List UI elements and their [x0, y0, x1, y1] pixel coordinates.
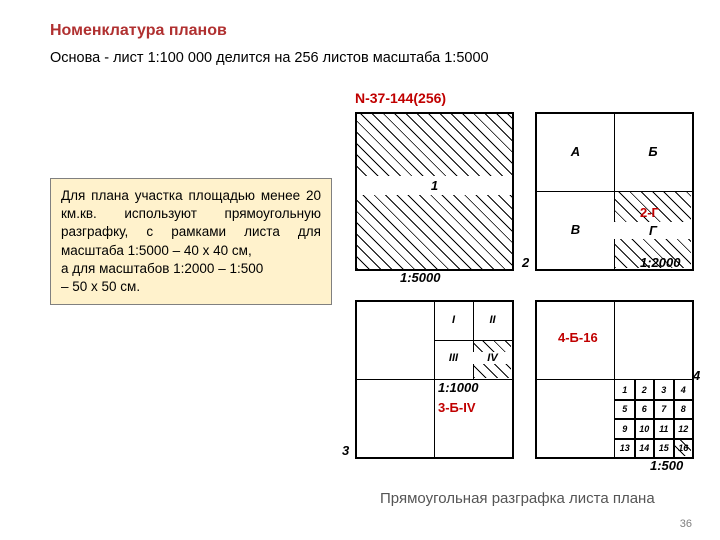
panel-2-q-v: В: [537, 222, 614, 237]
panel-1-scale: 1:5000: [400, 270, 440, 285]
main-nomenclature-label: N-37-144(256): [355, 90, 446, 106]
panel-3-sub-1: I: [434, 314, 473, 326]
panel-2-q-a: А: [537, 144, 614, 159]
panel-2-scale: 1:2000: [640, 255, 680, 270]
grid-cell: 7: [653, 399, 675, 421]
panel-2: А Б В Г: [535, 112, 694, 271]
panel-4-grid: 1 2 3 4 5 6 7 8 9 10 11 12 13 14 15 16: [614, 379, 692, 457]
grid-cell: 11: [653, 418, 675, 440]
panel-4-highlight: 4-Б-16: [558, 330, 598, 345]
panel-4: 1 2 3 4 5 6 7 8 9 10 11 12 13 14 15 16: [535, 300, 694, 459]
page-title: Номенклатура планов: [50, 22, 227, 40]
panel-4-corner: 4: [693, 368, 700, 383]
panel-2-q-b: Б: [614, 144, 692, 159]
grid-cell: 9: [614, 418, 636, 440]
panel-3: I II III IV: [355, 300, 514, 459]
grid-cell: 2: [634, 379, 656, 401]
panel-2-q-g: Г: [614, 222, 692, 239]
panel-3-sub-3: III: [434, 352, 473, 364]
grid-cell: 12: [673, 418, 695, 440]
panel-3-hline: [357, 379, 512, 380]
panel-3-corner: 3: [342, 443, 349, 458]
grid-cell: 10: [634, 418, 656, 440]
grid-cell: 15: [653, 438, 675, 460]
grid-cell: 1: [614, 379, 636, 401]
panel-1: 1: [355, 112, 514, 271]
grid-cell: 4: [673, 379, 695, 401]
grid-cell: 16: [673, 438, 695, 460]
callout-text: Для плана участка площадью менее 20 км.к…: [61, 188, 321, 294]
callout-box: Для плана участка площадью менее 20 км.к…: [50, 178, 332, 305]
panel-1-center-label: 1: [357, 176, 512, 195]
figure-caption: Прямоугольная разграфка листа плана: [380, 490, 655, 507]
panel-4-scale: 1:500: [650, 458, 683, 473]
grid-cell: 8: [673, 399, 695, 421]
grid-cell: 5: [614, 399, 636, 421]
page-subtitle: Основа - лист 1:100 000 делится на 256 л…: [50, 50, 489, 66]
grid-cell: 13: [614, 438, 636, 460]
grid-cell: 6: [634, 399, 656, 421]
grid-cell: 3: [653, 379, 675, 401]
panel-3-sub-2: II: [473, 314, 512, 326]
page-number: 36: [680, 518, 692, 530]
panel-3-scale: 1:1000: [438, 380, 478, 395]
panel-3-highlight: 3-Б-IV: [438, 400, 476, 415]
panel-2-corner: 2: [522, 255, 529, 270]
grid-cell: 14: [634, 438, 656, 460]
panel-3-sub-4: IV: [473, 352, 512, 364]
panel-2-highlight: 2-Г: [640, 205, 659, 220]
